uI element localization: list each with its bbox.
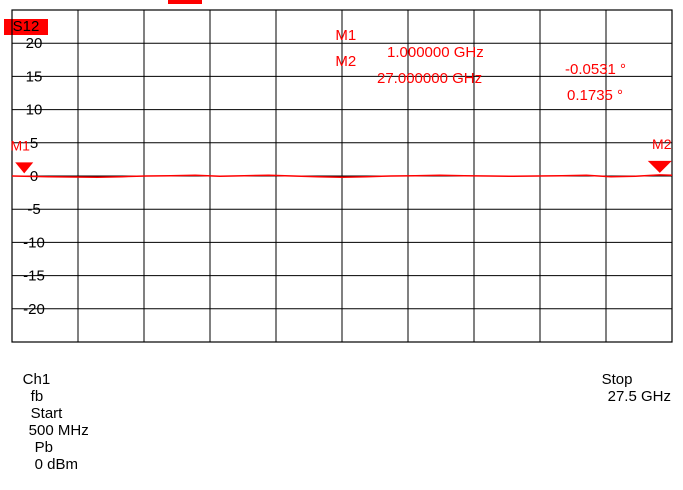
stop-label: Stop	[601, 371, 633, 388]
y-tick-label: -10	[23, 234, 45, 251]
marker-m2-glyph	[647, 160, 672, 173]
marker-m1-readout: M1 1.000000 GHz -0.0531 °	[327, 10, 626, 78]
marker-m1-frequency: 1.000000 GHz	[387, 44, 484, 61]
trace-label-badge[interactable]: S12	[4, 19, 48, 35]
y-tick-label: 20	[26, 35, 43, 52]
stop-settings: Stop 27.5 GHz	[585, 354, 671, 422]
y-tick-label: 15	[26, 68, 43, 85]
start-frequency[interactable]: 500 MHz	[28, 422, 89, 439]
y-tick-label: 5	[30, 135, 38, 152]
channel-label[interactable]: Ch1	[22, 371, 51, 388]
start-label: Start	[30, 405, 63, 422]
marker-m2-frequency: 27.000000 GHz	[377, 70, 483, 87]
marker-m2-value: 0.1735 °	[567, 87, 624, 104]
marker-m2-name: M2	[335, 53, 357, 70]
y-tick-label: -5	[27, 201, 40, 218]
active-trace-indicator	[168, 0, 202, 4]
marker-m1-glyph	[15, 162, 34, 174]
s12-phase-trace	[11, 174, 673, 179]
pb-label: Pb	[34, 439, 54, 456]
source-power[interactable]: 0 dBm	[34, 456, 79, 473]
marker-m2-readout: M2 27.000000 GHz 0.1735 °	[327, 36, 623, 104]
marker-m1-value: -0.0531 °	[565, 61, 627, 78]
y-tick-label: -15	[23, 268, 45, 285]
marker-m2-label: M2	[652, 136, 672, 152]
channel-settings: Ch1 fb Start 500 MHz Pb 0 dBm	[6, 354, 89, 490]
stop-frequency[interactable]: 27.5 GHz	[607, 388, 671, 405]
marker-glyphs: M1 M2	[10, 136, 672, 174]
channel-status-bar: Ch1 fb Start 500 MHz Pb 0 dBm Stop 27.5 …	[0, 350, 683, 473]
y-tick-label: 10	[26, 102, 43, 119]
marker-m1-name: M1	[335, 27, 357, 44]
fb-label: fb	[30, 388, 44, 405]
y-tick-label: -20	[23, 301, 45, 318]
marker-m1-label: M1	[10, 137, 30, 153]
